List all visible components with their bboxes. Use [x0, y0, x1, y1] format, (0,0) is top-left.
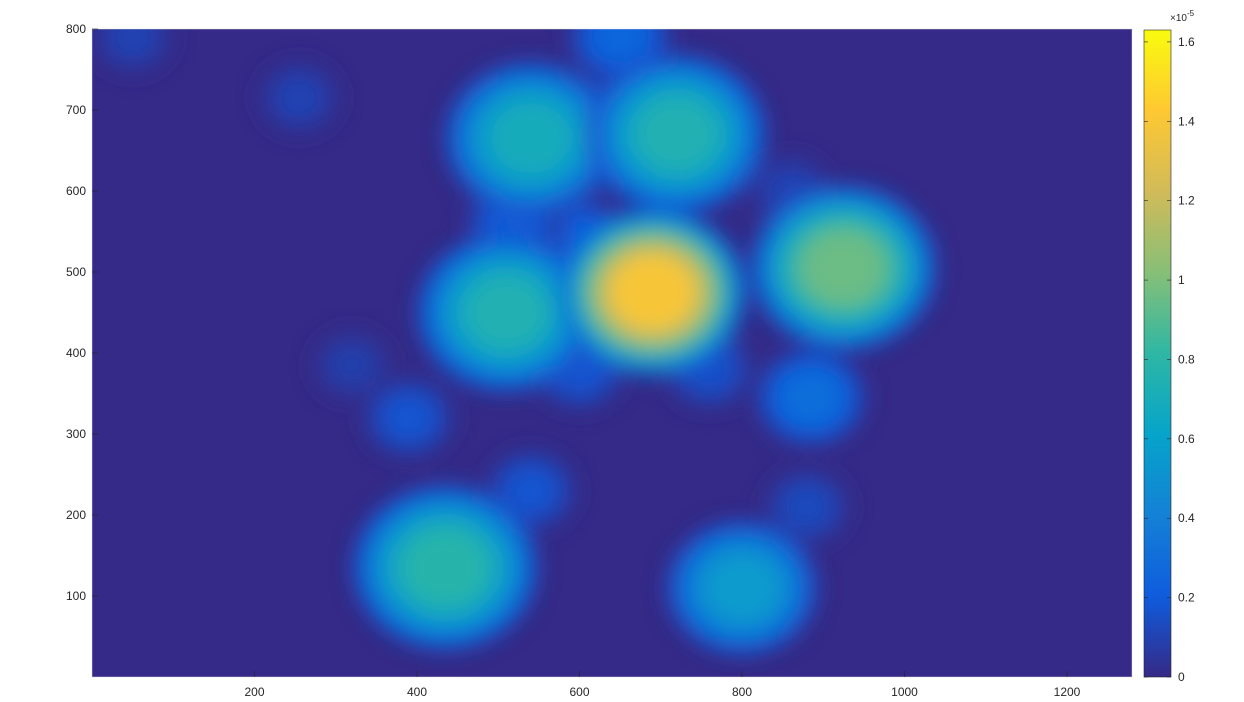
y-tick-label: 800: [66, 22, 86, 36]
density-field: [92, 29, 939, 658]
y-tick-label: 300: [66, 427, 86, 441]
colorbar-exponent-base: ×10: [1170, 13, 1187, 24]
density-contour: [707, 557, 777, 619]
colorbar-tick-label: 0.4: [1178, 511, 1195, 525]
colorbar-exponent: ×10-5: [1170, 9, 1195, 24]
y-axis: 100 200 300 400 500 600 700 800: [66, 22, 98, 603]
colorbar-tick-label: 1: [1178, 273, 1185, 287]
y-tick-label: 500: [66, 265, 86, 279]
density-contour: [491, 103, 570, 174]
colorbar-tick-label: 0.2: [1178, 591, 1195, 605]
density-contour: [465, 276, 547, 349]
colorbar-tick-label: 1.2: [1178, 194, 1195, 208]
density-hotspot: [92, 29, 175, 75]
density-contour: [114, 29, 152, 54]
density-hotspot: [442, 59, 620, 218]
colorbar: [1143, 29, 1172, 678]
density-hotspot: [663, 518, 821, 658]
density-hotspot: [361, 375, 457, 461]
colorbar-axis: 0 0.2 0.4 0.6 0.8 1 1.2 1.4 1.6: [1144, 35, 1195, 684]
density-hotspot: [414, 230, 599, 395]
density-hotspot: [257, 60, 342, 136]
x-tick-label: 1000: [891, 685, 918, 699]
density-hotspot: [557, 207, 748, 378]
density-hotspot: [311, 329, 393, 402]
density-contour: [610, 254, 695, 330]
y-tick-label: 400: [66, 346, 86, 360]
colorbar-tick-label: 1.4: [1178, 114, 1195, 128]
x-tick-label: 1200: [1054, 685, 1081, 699]
density-hotspot: [748, 182, 939, 353]
colorbar-tick-label: 1.6: [1178, 35, 1195, 49]
density-contour: [636, 98, 718, 171]
colorbar-tick-label: 0: [1178, 670, 1185, 684]
density-hotspot: [753, 346, 869, 449]
x-tick-label: 800: [732, 685, 752, 699]
density-contour: [334, 349, 370, 382]
density-contour: [801, 230, 886, 306]
density-hotspot: [585, 52, 769, 217]
colorbar-exponent-power: -5: [1187, 9, 1195, 18]
density-contour: [509, 472, 552, 510]
density-contour: [403, 530, 488, 606]
y-tick-label: 100: [66, 589, 86, 603]
density-contour: [387, 399, 430, 437]
density-contour: [787, 489, 827, 525]
colorbar-tick-label: 0.8: [1178, 352, 1195, 366]
density-hotspot: [350, 482, 541, 653]
density-contour: [596, 29, 645, 59]
x-tick-label: 200: [244, 685, 264, 699]
colorbar-tick-label: 0.6: [1178, 432, 1195, 446]
y-tick-label: 700: [66, 103, 86, 117]
x-tick-label: 600: [569, 685, 589, 699]
y-tick-label: 600: [66, 184, 86, 198]
x-axis: 200 400 600 800 1000 1200: [244, 671, 1081, 699]
density-hotspot: [763, 467, 851, 547]
y-tick-label: 200: [66, 508, 86, 522]
x-tick-label: 400: [407, 685, 427, 699]
density-contour: [280, 81, 318, 115]
density-contour: [785, 374, 837, 421]
